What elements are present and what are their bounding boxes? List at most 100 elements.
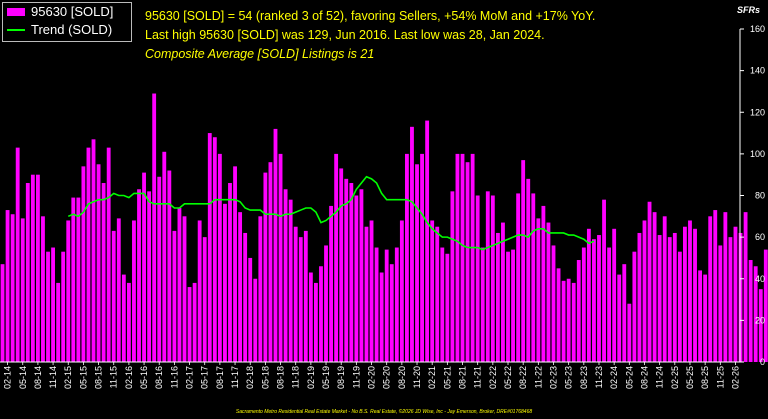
bar-07-25 [698,270,703,362]
bar-04-20 [379,272,384,362]
bar-08-16 [157,176,162,362]
bar-02-15 [66,220,71,362]
bar-04-16 [137,189,141,362]
x-tick-label-02-18: 02-18 [245,366,255,389]
bar-09-25 [708,216,713,362]
bar-04-22 [501,222,505,362]
y-tick-label-20: 20 [755,315,765,325]
bar-12-14 [56,282,61,362]
bar-12-23 [602,199,606,362]
bar-05-21 [445,253,450,362]
bar-12-22 [541,205,546,362]
x-tick-label-02-17: 02-17 [185,366,195,389]
bar-02-21 [430,220,435,362]
bar-10-16 [167,170,172,362]
bar-02-19 [308,272,313,362]
bar-undefined [763,249,768,362]
x-tick-label-08-24: 08-24 [639,366,649,389]
bar-10-17 [228,183,232,362]
bar-07-17 [212,137,217,362]
x-tick-label-08-20: 08-20 [397,366,407,389]
bar-06-19 [329,205,334,362]
bar-01-17 [182,216,187,362]
bar-03-17 [192,282,197,362]
bar-01-21 [425,120,430,362]
bar-11-16 [172,230,177,362]
bar-06-16 [147,191,152,362]
bar-05-16 [142,172,146,362]
bars-group [0,93,768,363]
legend-swatch-sold [7,8,25,16]
y-ticks-group: 0 20 40 60 80 100 120 140 160 [740,24,765,367]
legend-swatch-trend [7,29,25,31]
x-tick-label-08-23: 08-23 [579,366,589,389]
bar-07-15 [91,139,96,362]
bar-08-15 [96,164,101,362]
bar-06-23 [571,282,576,362]
bar-10-23 [592,239,596,362]
bar-11-23 [597,235,601,362]
bar-03-20 [374,247,379,362]
x-tick-label-11-21: 11-21 [473,366,483,388]
bar-02-23 [551,245,556,362]
x-tick-label-08-16: 08-16 [154,366,164,389]
x-tick-label-02-14: 02-14 [3,366,13,389]
x-tick-label-02-20: 02-20 [367,366,377,389]
bar-11-21 [475,195,480,362]
bar-07-23 [576,260,581,362]
bar-10-22 [531,193,536,362]
bar-09-20 [404,153,409,363]
bar-08-19 [339,168,344,362]
bar-04-18 [258,216,263,362]
bar-06-24 [632,251,637,362]
bar-08-21 [460,153,465,363]
bar-undefined [753,266,758,362]
y-tick-label-60: 60 [755,232,765,242]
bar-01-14 [0,264,5,362]
trend-line [67,175,595,251]
bar-undefined [738,232,743,362]
bar-08-23 [581,247,586,362]
bar-09-21 [465,162,470,362]
bar-10-18 [288,199,293,362]
bar-07-24 [637,232,642,362]
bar-07-16 [152,93,157,363]
bar-12-25 [723,212,728,362]
info-line-composite: Composite Average [SOLD] Listings is 21 [145,47,375,61]
x-tick-label-05-21: 05-21 [442,366,452,389]
trend-group [67,175,595,251]
bar-10-14 [46,251,50,362]
bar-10-24 [652,212,657,362]
bar-08-14 [35,174,40,362]
x-tick-label-02-24: 02-24 [609,366,619,389]
bar-08-20 [399,220,404,362]
x-tick-label-11-24: 11-24 [655,366,665,388]
x-tick-label-02-15: 02-15 [63,366,73,389]
x-tick-label-05-15: 05-15 [78,366,88,389]
x-tick-label-05-14: 05-14 [18,366,28,389]
bar-04-23 [561,280,566,362]
bar-11-18 [293,226,298,362]
x-tick-label-08-14: 08-14 [33,366,43,389]
bar-02-20 [369,220,374,362]
bar-09-16 [162,151,167,362]
bar-09-15 [101,183,106,362]
bar-05-22 [506,251,510,362]
bar-08-18 [278,153,283,363]
bar-12-15 [116,218,121,362]
x-tick-label-08-22: 08-22 [518,366,528,389]
x-tick-label-08-21: 08-21 [458,366,468,389]
x-tick-label-02-26: 02-26 [730,366,740,389]
legend-label-trend: Trend (SOLD) [31,22,113,37]
bar-01-16 [121,274,126,362]
x-tick-label-11-15: 11-15 [109,366,119,388]
y-tick-label-160: 160 [750,24,765,34]
x-tick-label-11-17: 11-17 [230,366,240,388]
bar-07-20 [394,247,399,362]
bar-07-14 [30,174,35,362]
bar-11-15 [111,230,116,362]
y-tick-label-120: 120 [750,107,765,117]
bar-08-17 [217,153,222,363]
x-tick-label-11-14: 11-14 [48,366,58,388]
bar-02-25 [672,232,677,362]
